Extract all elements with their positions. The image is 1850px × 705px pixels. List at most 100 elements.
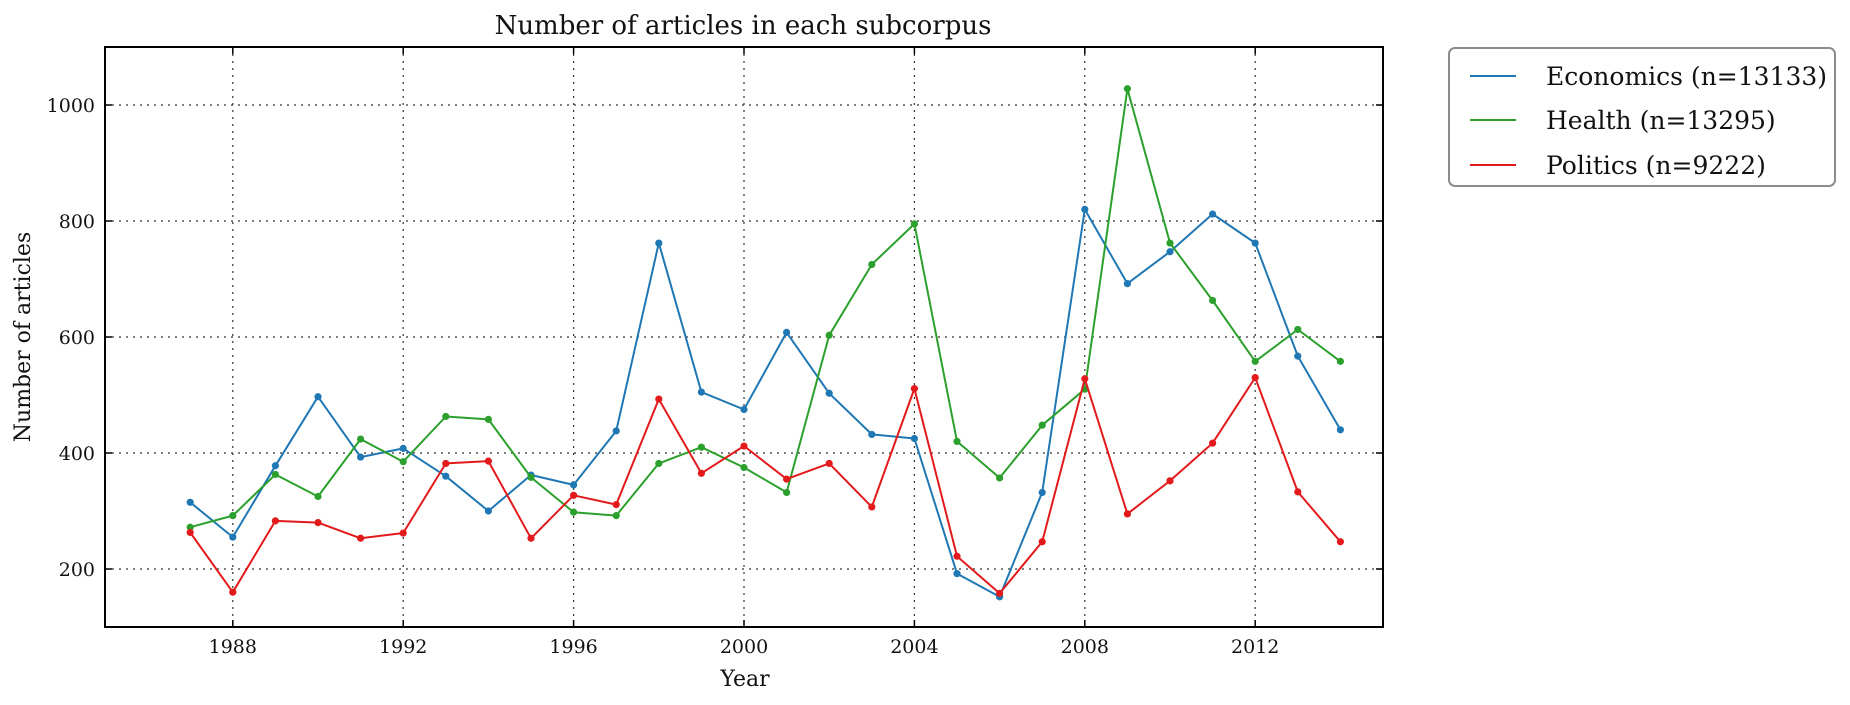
data-point-0 [910, 434, 919, 443]
data-point-1 [570, 508, 578, 516]
data-point-0 [271, 462, 279, 470]
data-point-2 [1294, 488, 1302, 496]
data-point-2 [271, 517, 279, 525]
data-point-1 [484, 415, 492, 423]
data-point-1 [783, 488, 791, 497]
data-point-0 [1123, 280, 1131, 288]
x-tick-label: 2004 [890, 636, 938, 658]
data-point-2 [1123, 510, 1131, 518]
data-point-1 [1166, 239, 1174, 247]
data-point-2 [697, 469, 706, 477]
data-point-0 [186, 498, 194, 506]
legend-item-politics: Politics (n=9222) [1470, 150, 1766, 180]
data-point-0 [1038, 488, 1046, 497]
data-point-0 [953, 570, 961, 578]
data-point-1 [442, 412, 450, 421]
legend-item-economics: Economics (n=13133) [1470, 61, 1827, 91]
data-point-1 [953, 437, 961, 445]
data-point-0 [1336, 426, 1344, 434]
data-point-1 [612, 512, 620, 520]
data-point-2 [783, 475, 791, 483]
data-point-1 [655, 459, 663, 468]
data-point-2 [527, 534, 535, 542]
legend-item-health: Health (n=13295) [1470, 105, 1776, 135]
data-point-2 [1251, 374, 1259, 382]
legend-swatch-economics [1470, 75, 1516, 77]
data-point-0 [357, 453, 365, 461]
data-point-2 [357, 534, 365, 542]
data-point-0 [229, 533, 237, 541]
data-point-2 [1336, 538, 1344, 546]
legend-label-economics: Economics (n=13133) [1546, 61, 1828, 91]
data-point-2 [1038, 538, 1046, 546]
plot-frame [104, 46, 1384, 628]
y-tick-label: 400 [59, 443, 95, 465]
data-point-1 [1209, 296, 1217, 305]
data-point-1 [910, 220, 919, 228]
data-point-1 [740, 463, 748, 472]
axis-ticks: 1988 1992 1996 2000 2004 2008 2012 200 400 600 800… [47, 47, 1383, 658]
data-point-2 [314, 519, 322, 527]
x-tick-label: 1988 [209, 636, 257, 658]
data-point-2 [910, 385, 919, 393]
legend-swatch-politics [1470, 164, 1516, 166]
data-point-2 [655, 395, 663, 403]
data-point-2 [442, 459, 450, 468]
data-point-1 [1251, 357, 1259, 365]
data-point-2 [825, 459, 833, 468]
data-point-1 [229, 512, 237, 520]
series-line-0 [189, 208, 1342, 598]
data-point-1 [314, 492, 322, 501]
data-point-1 [1336, 357, 1344, 365]
data-point-1 [399, 458, 407, 466]
x-axis-label: Year [719, 667, 770, 692]
legend: Economics (n=13133) Health (n=13295) Pol… [1448, 47, 1836, 187]
legend-label-politics: Politics (n=9222) [1546, 150, 1766, 180]
data-point-2 [868, 503, 876, 511]
data-point-0 [399, 444, 407, 452]
y-tick-label: 600 [59, 327, 95, 349]
grid-lines [105, 47, 1383, 627]
data-point-0 [655, 239, 663, 247]
data-point-2 [229, 588, 237, 596]
series-layer [186, 85, 1344, 601]
chart-title: Number of articles in each subcorpus [495, 11, 992, 41]
x-tick-label: 2000 [720, 636, 768, 658]
data-point-0 [825, 389, 833, 397]
data-point-1 [697, 443, 706, 451]
data-point-0 [868, 430, 876, 439]
y-tick-label: 800 [59, 211, 95, 233]
data-point-0 [697, 388, 706, 396]
data-point-1 [271, 470, 279, 479]
data-point-2 [1081, 375, 1089, 383]
data-point-0 [484, 507, 492, 515]
data-point-0 [1081, 205, 1089, 213]
data-point-1 [1123, 85, 1131, 93]
data-point-0 [570, 481, 578, 489]
data-point-1 [1038, 421, 1046, 429]
data-point-0 [442, 472, 450, 480]
data-point-2 [186, 528, 194, 537]
data-point-0 [612, 427, 620, 435]
x-tick-label: 1992 [379, 636, 427, 658]
data-point-2 [1166, 477, 1174, 485]
x-tick-label: 2008 [1061, 636, 1109, 658]
data-point-2 [1209, 439, 1217, 447]
data-point-2 [570, 491, 578, 499]
data-point-2 [953, 552, 961, 560]
legend-label-health: Health (n=13295) [1546, 105, 1776, 135]
data-point-1 [996, 474, 1004, 482]
y-tick-label: 200 [59, 559, 95, 581]
data-point-1 [825, 331, 833, 339]
legend-swatch-health [1470, 119, 1516, 121]
y-tick-label: 1000 [47, 95, 95, 117]
data-point-2 [612, 501, 620, 509]
data-point-1 [868, 260, 876, 269]
data-point-1 [1294, 325, 1302, 334]
data-point-2 [399, 529, 407, 537]
data-point-0 [1209, 210, 1217, 218]
y-axis-label: Number of articles [11, 232, 36, 442]
data-point-1 [186, 523, 194, 531]
x-tick-label: 1996 [549, 636, 597, 658]
